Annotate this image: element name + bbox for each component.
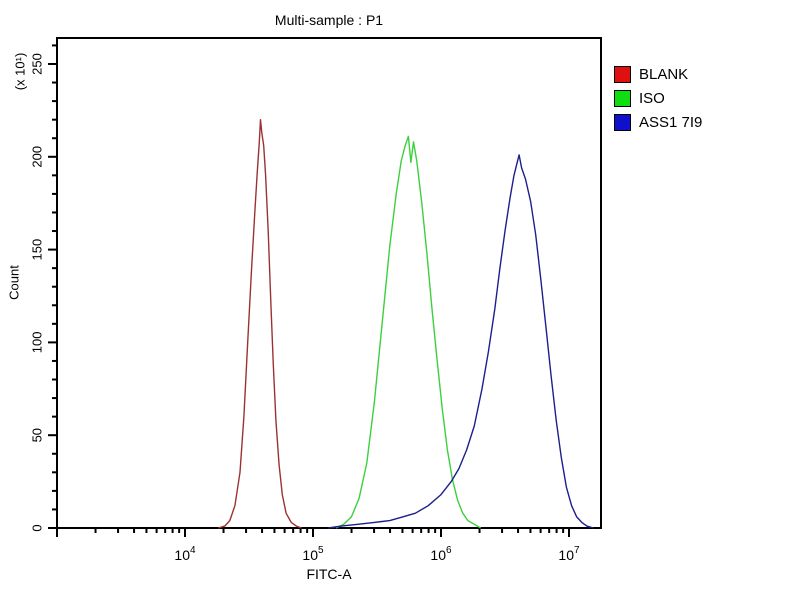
- plot-border: [56, 37, 602, 529]
- y-tick-label: 0: [29, 524, 44, 531]
- y-tick-label: 100: [29, 332, 44, 354]
- x-axis-label: FITC-A: [306, 566, 352, 582]
- legend-item-iso: ISO: [614, 90, 702, 107]
- legend-item-ass1-7i9: ASS1 7I9: [614, 114, 702, 131]
- y-tick-label: 150: [29, 239, 44, 261]
- curve-ass1-7i9: [328, 154, 594, 529]
- legend-swatch: [614, 114, 631, 131]
- curve-iso: [335, 135, 482, 529]
- legend-swatch: [614, 66, 631, 83]
- legend-label: BLANK: [639, 66, 689, 83]
- x-tick-label: 104: [174, 545, 196, 563]
- y-tick-label: 50: [29, 428, 44, 442]
- legend-label: ISO: [639, 90, 665, 107]
- y-axis-multiplier-label: (x 10¹): [12, 52, 28, 91]
- y-tick-label: 200: [29, 146, 44, 168]
- legend-swatch: [614, 90, 631, 107]
- chart-title: Multi-sample : P1: [274, 12, 384, 28]
- y-axis-label: Count: [6, 265, 22, 300]
- legend: BLANK ISO ASS1 7I9: [614, 66, 702, 131]
- x-tick-label: 105: [302, 545, 324, 563]
- legend-item-blank: BLANK: [614, 66, 702, 83]
- x-tick-label: 107: [558, 545, 580, 563]
- legend-label: ASS1 7I9: [639, 114, 703, 131]
- y-tick-label: 250: [29, 53, 44, 75]
- x-tick-label: 106: [430, 545, 452, 563]
- curve-blank: [218, 118, 302, 529]
